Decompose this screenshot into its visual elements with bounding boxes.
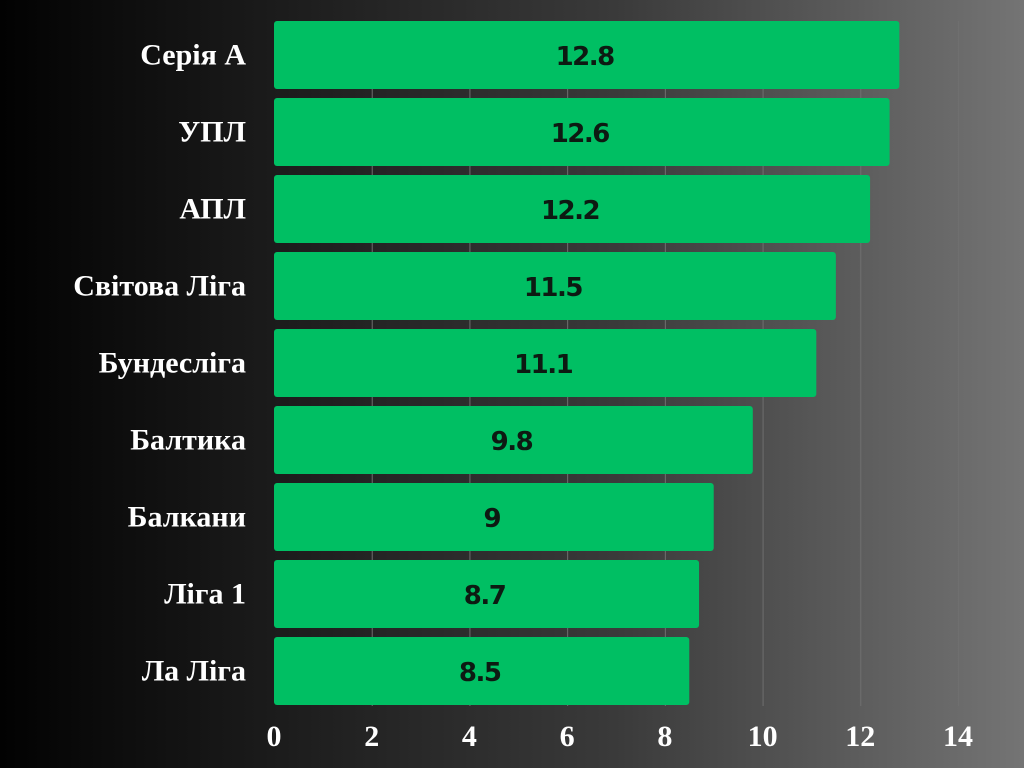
data-label: 8.5 — [459, 658, 501, 688]
category-label: Ла Ліга — [142, 655, 246, 688]
x-axis-ticks: 0 2 4 6 8 10 12 14 — [267, 720, 974, 753]
data-label: 9 — [484, 504, 501, 534]
category-label: Ліга 1 — [164, 578, 246, 611]
bar — [274, 406, 753, 474]
category-label: Балтика — [130, 424, 246, 457]
data-label: 12.2 — [541, 196, 599, 226]
category-label: Бундесліга — [99, 347, 246, 380]
bar — [274, 560, 700, 628]
bar — [274, 637, 690, 705]
bar — [274, 329, 817, 397]
x-tick-label: 2 — [364, 720, 379, 753]
category-label: Балкани — [128, 501, 246, 534]
value-labels: 12.8 12.6 12.2 11.5 11.1 9.8 9 8.7 8.5 — [459, 42, 616, 688]
x-tick-label: 0 — [267, 720, 282, 753]
bar — [274, 21, 900, 89]
category-label: Світова Ліга — [73, 270, 246, 303]
data-label: 9.8 — [491, 427, 533, 457]
category-label: Серія А — [140, 39, 246, 72]
bar — [274, 252, 836, 320]
bars — [274, 21, 900, 705]
data-label: 12.6 — [551, 119, 610, 149]
x-tick-label: 14 — [943, 720, 973, 753]
x-tick-label: 12 — [845, 720, 875, 753]
bar — [274, 175, 871, 243]
x-tick-label: 4 — [462, 720, 477, 753]
data-label: 11.1 — [514, 350, 573, 380]
category-label: УПЛ — [178, 116, 246, 149]
x-tick-label: 10 — [748, 720, 778, 753]
category-labels: Серія А УПЛ АПЛ Світова Ліга Бундесліга Балти… — [73, 39, 246, 688]
bar — [274, 483, 714, 551]
data-label: 11.5 — [524, 273, 583, 303]
category-label: АПЛ — [179, 193, 246, 226]
x-tick-label: 8 — [657, 720, 672, 753]
x-tick-label: 6 — [560, 720, 575, 753]
data-label: 8.7 — [464, 581, 506, 611]
data-label: 12.8 — [556, 42, 615, 72]
bar — [274, 98, 890, 166]
